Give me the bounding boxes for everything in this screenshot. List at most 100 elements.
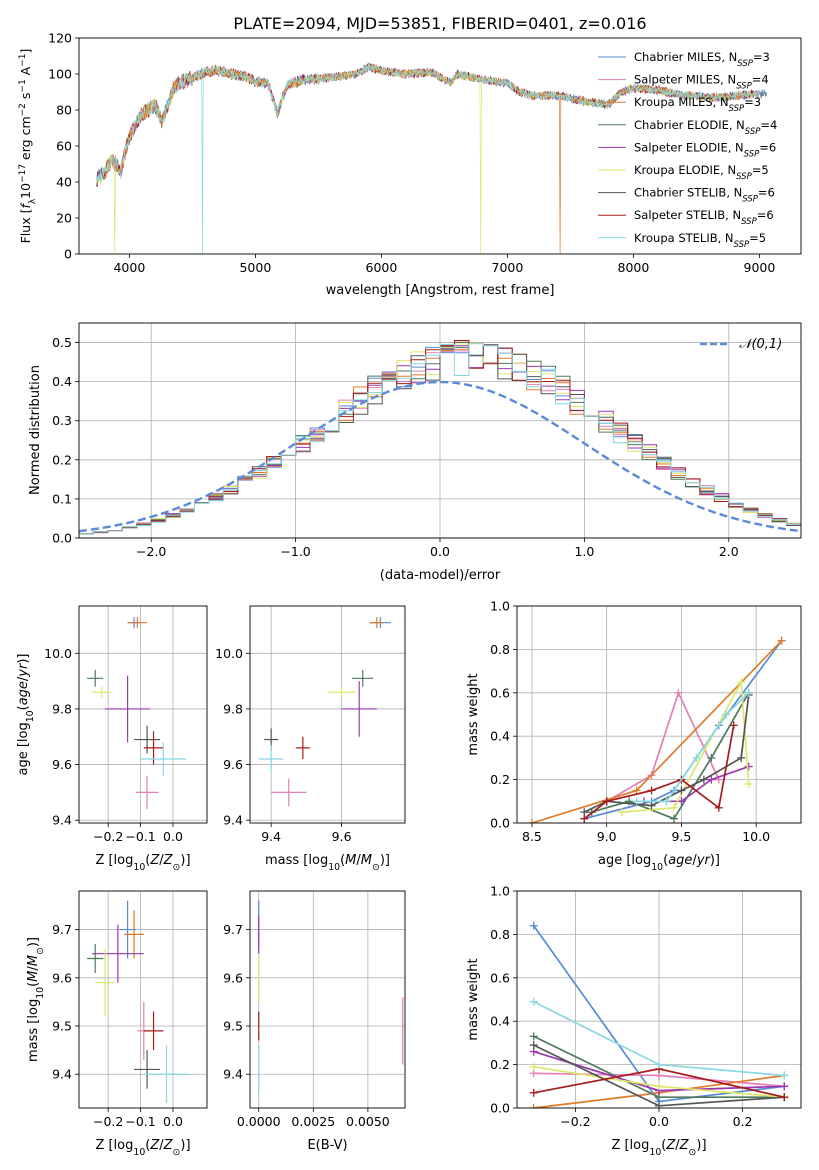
y-tick-label: 10.0 [215,646,243,661]
axes-frame [78,322,802,539]
panel-6: −0.2 −0.1 0.0 9.4 9.5 9.6 9.7 Z [log10(Z/Z⊙)] ma… [26,890,208,1158]
legend-label-chabrier-stelib: Chabrier STELIB, NSSP=6 [634,186,775,205]
panel-3: −0.2 −0.1 0.0 9.4 9.6 9.8 10.0 Z [log10(Z/Z⊙)] a… [16,605,208,873]
chart-layer: 4000 5000 6000 7000 8000 9000 0 20 40 60 80 100 120 w… [16,31,802,1158]
y-tick-label: 9.8 [52,701,72,716]
x-axis-label: mass [log10(M/M⊙)] [265,853,390,873]
y-tick-label: 9.8 [223,701,243,716]
series-line [583,725,735,820]
axes-frame [516,890,802,1109]
series-kroupa-miles [527,636,786,823]
plot-area [529,921,789,1108]
errorbar-salpeter-elodie [258,915,260,954]
y-tick-label: 10.0 [44,646,72,661]
errorbar-chabrier-elodie [87,669,104,687]
y-tick-label: 0.4 [52,374,72,389]
errorbar-salpeter-elodie [341,681,377,737]
errorbar-salpeter-stelib [258,1011,260,1041]
errorbar-kroupa-elodie [258,953,260,1002]
x-tick-label: −0.1 [125,829,155,844]
legend-label-chabrier-elodie: Chabrier ELODIE, NSSP=4 [634,118,777,137]
series-kroupa-elodie [617,677,753,817]
y-tick-label: 120 [48,31,72,46]
y-tick-label: 9.4 [223,1067,243,1082]
x-tick-label: 9.6 [332,829,352,844]
y-tick-label: 9.5 [223,1019,243,1034]
y-tick-label: 0.5 [52,335,72,350]
plot-area [79,340,801,535]
errorbar-kroupa-stelib [140,742,186,776]
errorbar-chabrier-stelib [134,1050,161,1089]
y-tick-label: 60 [56,139,72,154]
x-tick-label: −1.0 [280,544,310,559]
panel-4: 9.4 9.6 9.4 9.6 9.8 10.0 mass [log10(M/M⊙)] [215,605,406,873]
x-axis-label: wavelength [Angstrom, rest frame] [326,283,555,298]
errorbar-salpeter-miles [271,778,307,807]
y-tick-label: 20 [56,211,72,226]
x-tick-label: −0.2 [93,1114,123,1129]
errorbar-chabrier-stelib [134,725,161,754]
y-tick-label: 9.6 [223,970,243,985]
panel-5: 8.5 9.0 9.5 10.0 0.0 0.2 0.4 0.6 0.8 1.0 age [log1… [466,599,802,873]
y-axis-label: Flux [fλ10−17 erg cm−2 s−1 A−1] [18,49,38,244]
legend: 𝒩(0,1) [700,337,782,352]
plot-area [87,617,186,810]
axes-frame [78,605,208,824]
series-line [606,690,720,803]
legend-label-chabrier-miles: Chabrier MILES, NSSP=3 [634,50,770,69]
y-tick-label: 9.4 [223,813,243,828]
y-tick-label: 1.0 [490,884,510,899]
y-tick-label: 0.1 [52,491,72,506]
x-tick-label: 10.0 [742,829,770,844]
plot-area [258,900,404,1094]
y-tick-label: 0.2 [490,1057,510,1072]
axes-frame [78,890,208,1109]
y-tick-label: 0.3 [52,413,72,428]
panel-2: −2.0 −1.0 0.0 1.0 2.0 0.0 0.1 0.2 0.3 0.4 0.5 (data… [28,322,802,583]
errorbar-salpeter-elodie [104,675,151,743]
y-tick-label: 0.6 [490,970,510,985]
errorbar-kroupa-miles [124,910,144,959]
x-axis-label: Z [log10(Z/Z⊙)] [611,1138,706,1158]
y-axis-label: Normed distribution [28,365,43,495]
y-tick-label: 0.8 [490,642,510,657]
errorbar-chabrier-elodie [87,944,104,973]
y-tick-label: 9.6 [52,757,72,772]
x-axis-label: age [log10(age/yr)] [598,853,720,873]
figure-title: PLATE=2094, MJD=53851, FIBERID=0401, z=0… [233,14,646,33]
panel-7: 0.0000 0.0025 0.0050 9.4 9.5 9.6 9.7 E(B-V) [223,890,406,1153]
y-tick-label: 0.6 [490,685,510,700]
x-tick-label: −0.1 [125,1114,155,1129]
x-tick-label: −0.2 [93,829,123,844]
plot-area [96,62,767,254]
y-axis-label: mass weight [466,673,481,755]
x-tick-label: 0.0025 [291,1114,335,1129]
y-tick-label: 40 [56,175,72,190]
errorbar-kroupa-stelib [258,1045,260,1094]
axes-frame [249,890,406,1109]
y-tick-label: 0 [64,247,72,262]
errorbar-chabrier-miles [119,900,136,959]
errorbar-kroupa-stelib [258,745,284,773]
legend-label-salpeter-stelib: Salpeter STELIB, NSSP=6 [634,208,774,227]
x-tick-label: 9000 [744,260,776,275]
legend-label-kroupa-elodie: Kroupa ELODIE, NSSP=5 [634,163,769,182]
x-tick-label: 7000 [492,260,524,275]
y-tick-label: 9.6 [223,757,243,772]
x-tick-label: 9.5 [671,829,691,844]
errorbar-salpeter-stelib [295,736,310,760]
x-tick-label: 0.0 [649,1114,669,1129]
legend: Chabrier MILES, NSSP=3 Salpeter MILES, NS… [598,50,777,250]
x-axis-label: Z [log10(Z/Z⊙)] [95,853,190,873]
y-tick-label: 0.4 [490,729,510,744]
y-tick-label: 9.7 [223,922,243,937]
plot-area [258,617,391,807]
y-tick-label: 9.6 [52,970,72,985]
normal-reference-curve [79,380,799,533]
y-tick-label: 0.0 [490,1101,510,1116]
errorbar-kroupa-elodie [95,948,115,1017]
legend-label-kroupa-stelib: Kroupa STELIB, NSSP=5 [634,231,766,250]
axes-frame [78,37,802,255]
x-tick-label: 2.0 [719,544,739,559]
